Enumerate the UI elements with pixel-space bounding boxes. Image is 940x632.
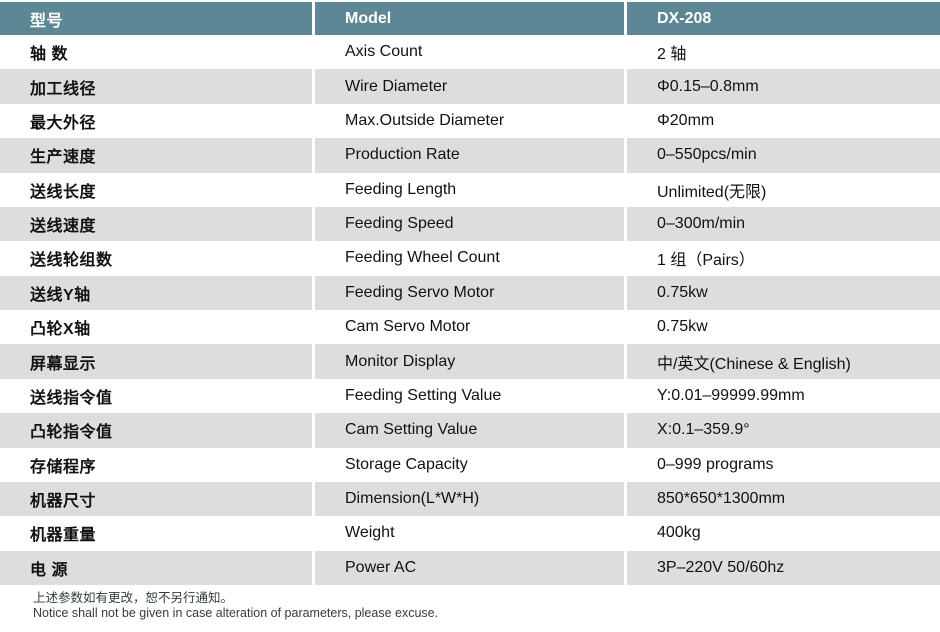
spec-row-label-cn: 最大外径: [0, 103, 312, 139]
disclaimer-line-en: Notice shall not be given in case altera…: [33, 606, 439, 620]
spec-row-label-en: Cam Setting Value: [315, 413, 624, 448]
spec-row-label-en: Feeding Wheel Count: [315, 241, 624, 276]
spec-row-label-cn: 送线长度: [0, 172, 312, 207]
spec-row-label-en: Storage Capacity: [315, 447, 624, 482]
spec-row-value: 850*650*1300mm: [627, 481, 940, 517]
spec-row-value: Unlimited(无限): [627, 172, 940, 207]
disclaimer: 上述参数如有更改，恕不另行通知。 Notice shall not be giv…: [0, 585, 940, 621]
header-cell-dx208: DX-208: [627, 0, 940, 35]
spec-row-value: 1 组（Pairs）: [627, 241, 940, 276]
spec-row-label-cn: 生产速度: [0, 138, 312, 173]
spec-row-label-en: Weight: [315, 516, 624, 551]
spec-row-value: Φ20mm: [627, 103, 940, 139]
spec-row-label-cn: 送线指令值: [0, 378, 312, 414]
spec-row-value: 0.75kw: [627, 310, 940, 345]
spec-row-label-en: Monitor Display: [315, 344, 624, 379]
spec-row-label-cn: 加工线径: [0, 69, 312, 104]
spec-row-label-en: Feeding Setting Value: [315, 378, 624, 414]
disclaimer-line-cn: 上述参数如有更改，恕不另行通知。: [33, 591, 234, 605]
spec-row-label-cn: 电 源: [0, 550, 312, 585]
spec-row-value: Y:0.01–99999.99mm: [627, 378, 940, 414]
spec-row-value: 3P–220V 50/60hz: [627, 550, 940, 585]
spec-row-label-cn: 凸轮X轴: [0, 310, 312, 345]
spec-row-label-cn: 送线速度: [0, 206, 312, 242]
spec-row-label-cn: 存储程序: [0, 447, 312, 482]
spec-row-label-en: Feeding Servo Motor: [315, 275, 624, 310]
spec-table: 型号 Model DX-208 轴 数 Axis Count 2 轴 加工线径 …: [0, 0, 940, 585]
spec-row-label-cn: 送线Y轴: [0, 275, 312, 310]
header-cell-type: 型号: [0, 0, 312, 35]
spec-row-value: 0–550pcs/min: [627, 138, 940, 173]
spec-row-label-en: Wire Diameter: [315, 69, 624, 104]
spec-row-label-en: Production Rate: [315, 138, 624, 173]
spec-row-label-cn: 凸轮指令值: [0, 413, 312, 448]
spec-row-label-cn: 送线轮组数: [0, 241, 312, 276]
spec-row-value: 0–300m/min: [627, 206, 940, 242]
spec-row-value: 0.75kw: [627, 275, 940, 310]
spec-row-value: X:0.1–359.9°: [627, 413, 940, 448]
spec-row-label-cn: 屏幕显示: [0, 344, 312, 379]
spec-row-value: 中/英文(Chinese & English): [627, 344, 940, 379]
spec-row-value: Φ0.15–0.8mm: [627, 69, 940, 104]
spec-row-label-en: Axis Count: [315, 35, 624, 70]
spec-row-label-en: Feeding Length: [315, 172, 624, 207]
spec-row-label-en: Cam Servo Motor: [315, 310, 624, 345]
spec-row-label-cn: 机器尺寸: [0, 481, 312, 517]
spec-row-value: 0–999 programs: [627, 447, 940, 482]
spec-row-label-en: Dimension(L*W*H): [315, 481, 624, 517]
spec-row-label-en: Max.Outside Diameter: [315, 103, 624, 139]
spec-row-label-en: Feeding Speed: [315, 206, 624, 242]
spec-row-label-cn: 轴 数: [0, 35, 312, 70]
spec-row-value: 400kg: [627, 516, 940, 551]
spec-row-value: 2 轴: [627, 35, 940, 70]
header-cell-model: Model: [315, 0, 624, 35]
spec-row-label-en: Power AC: [315, 550, 624, 585]
spec-row-label-cn: 机器重量: [0, 516, 312, 551]
